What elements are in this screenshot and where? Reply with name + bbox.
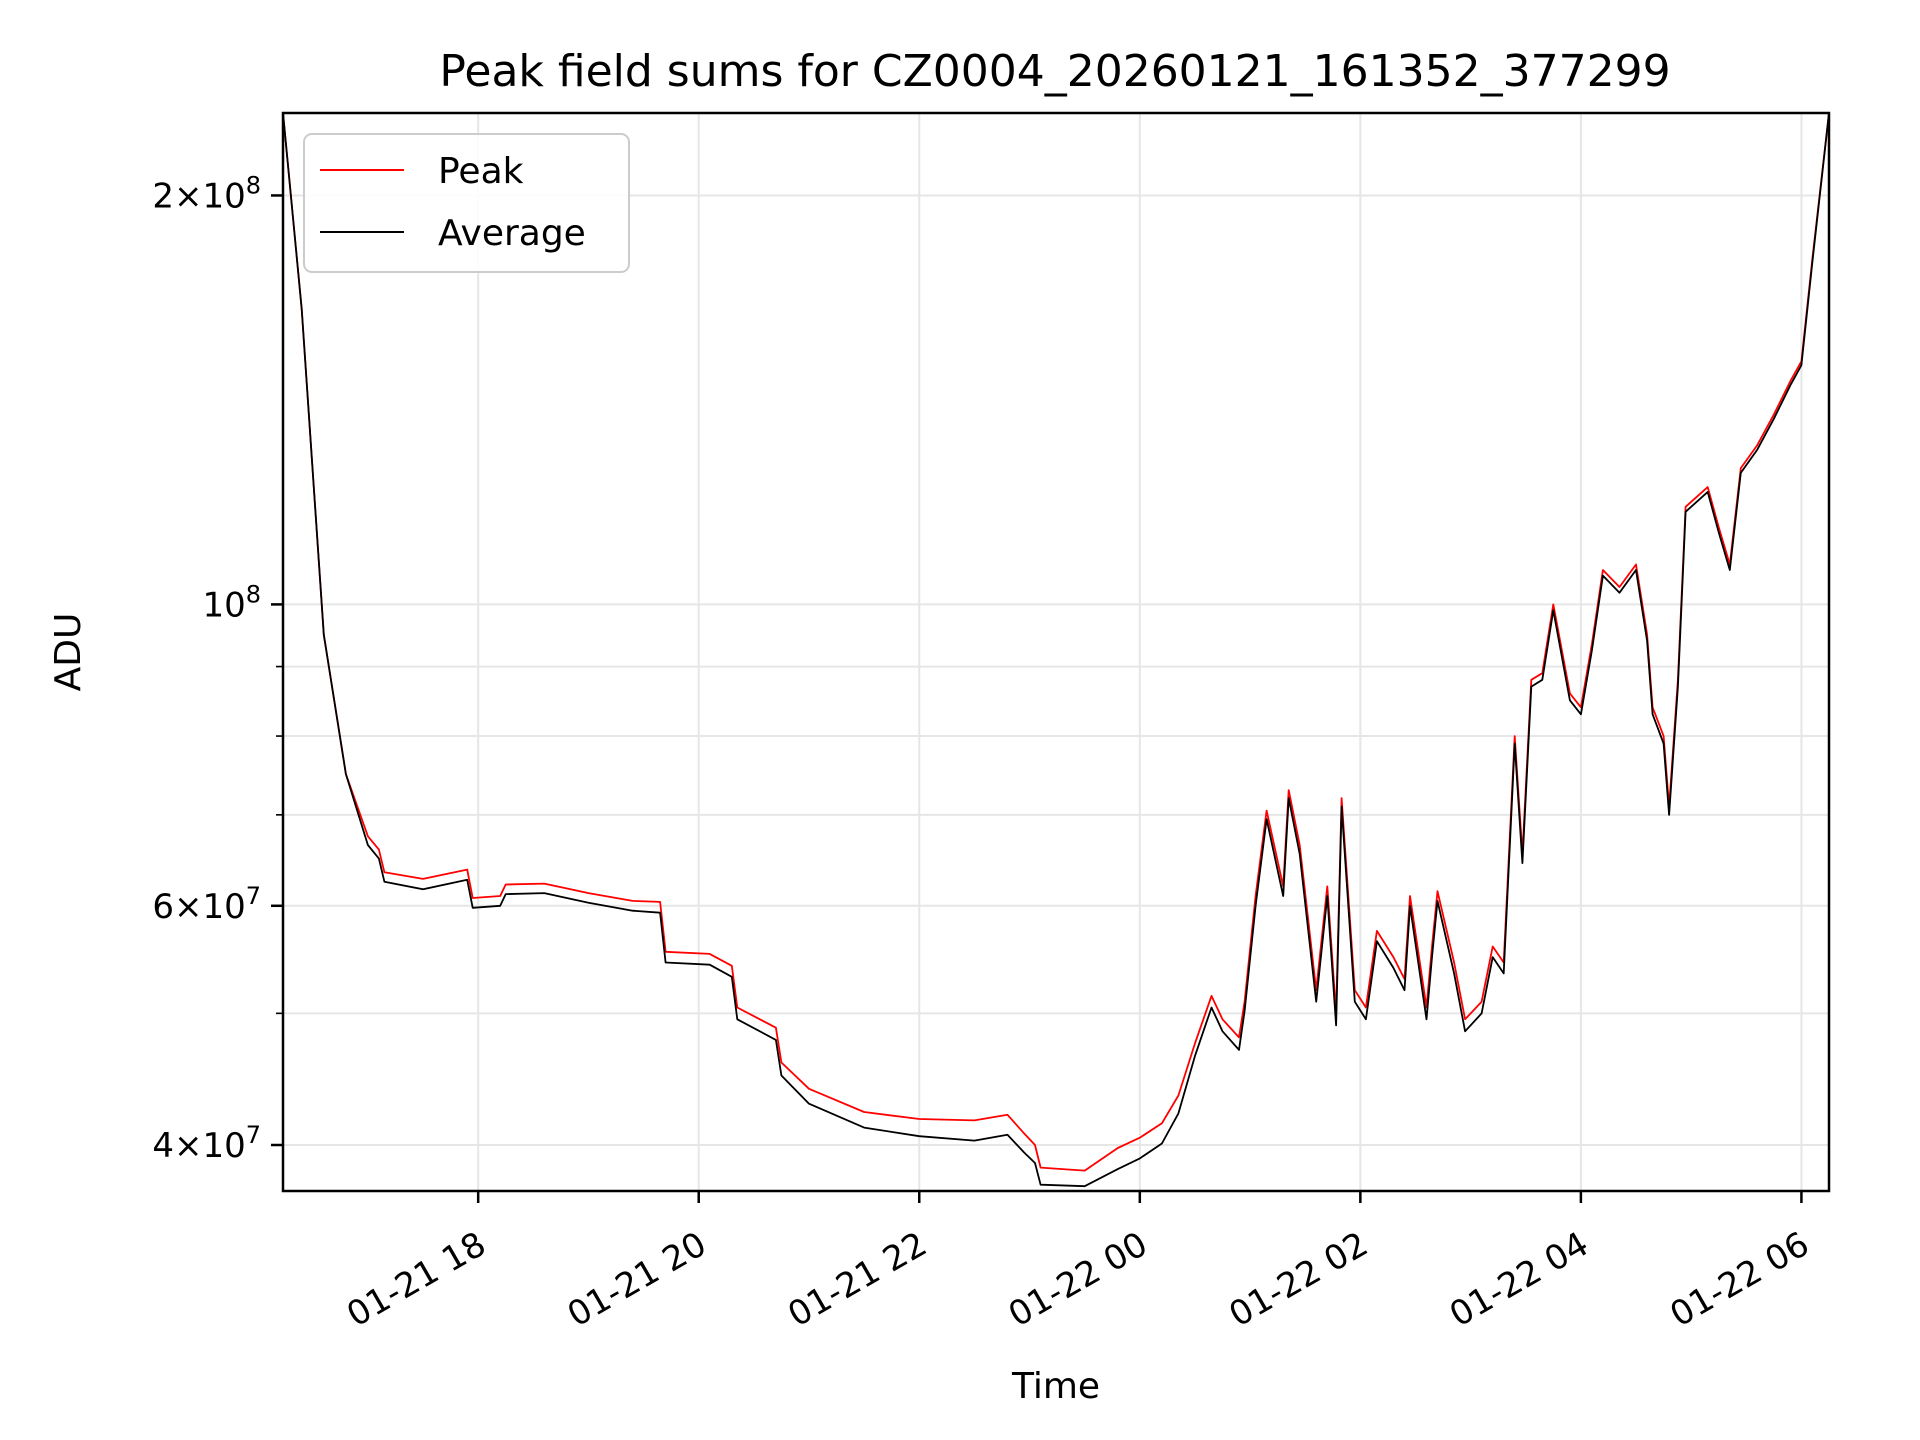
- y-axis-ticks: 4×107 6×107 108 2×108: [152, 171, 283, 1166]
- y-tick-label: 108: [202, 580, 261, 625]
- y-tick-label: 6×107: [152, 882, 261, 927]
- legend-average-label: Average: [438, 213, 586, 254]
- plot-frame: [281, 111, 1831, 1193]
- series-line-average: [283, 113, 1829, 1188]
- y-axis-label: ADU: [48, 613, 89, 692]
- legend-box: [303, 133, 630, 273]
- series-layer: [283, 113, 1829, 1188]
- legend-peak-label: Peak: [438, 151, 524, 192]
- y-tick-label: 4×107: [152, 1121, 261, 1166]
- chart-title: Peak field sums for CZ0004_20260121_1613…: [439, 46, 1670, 97]
- x-axis-label: Time: [1011, 1366, 1100, 1407]
- y-tick-label: 2×108: [152, 171, 261, 216]
- legend: Peak Average: [303, 133, 630, 273]
